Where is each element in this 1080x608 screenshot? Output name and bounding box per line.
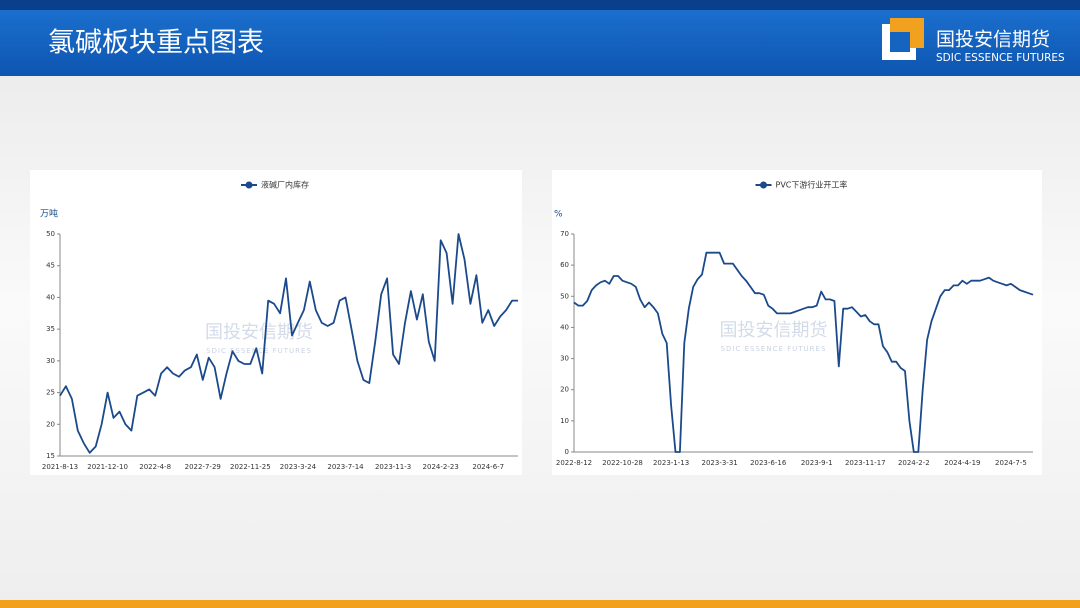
watermark-en: SDIC ESSENCE FUTURES	[721, 345, 827, 353]
legend-marker	[245, 181, 253, 189]
chart-panel	[552, 170, 1042, 475]
x-tick-label: 2024-7-5	[995, 459, 1027, 467]
legend-marker	[760, 181, 767, 189]
watermark-cn: 国投安信期货	[720, 320, 828, 341]
y-tick-label: 20	[560, 386, 569, 394]
header-strip	[0, 0, 1080, 10]
y-tick-label: 70	[560, 230, 569, 238]
y-tick-label: 10	[560, 417, 569, 425]
logo-en: SDIC ESSENCE FUTURES	[936, 52, 1065, 64]
y-tick-label: 25	[46, 389, 55, 397]
y-tick-label: 35	[46, 325, 55, 333]
x-tick-label: 2024-6-7	[472, 463, 504, 471]
x-tick-label: 2023-7-14	[327, 463, 364, 471]
x-tick-label: 2022-4-8	[139, 463, 171, 471]
y-tick-label: 60	[560, 261, 569, 269]
x-tick-label: 2023-6-16	[750, 459, 787, 467]
x-tick-label: 2023-11-3	[375, 463, 411, 471]
x-tick-label: 2021-12-10	[87, 463, 128, 471]
x-tick-label: 2022-10-28	[602, 459, 643, 467]
legend-label: 液碱厂内库存	[261, 180, 309, 190]
logo-inner	[890, 32, 910, 52]
x-tick-label: 2023-9-1	[801, 459, 833, 467]
watermark-cn: 国投安信期货	[205, 322, 313, 343]
x-tick-label: 2022-7-29	[185, 463, 221, 471]
y-tick-label: 30	[560, 355, 569, 363]
page-title: 氯碱板块重点图表	[48, 28, 264, 59]
y-tick-label: 50	[560, 292, 569, 300]
chart-panel	[30, 170, 522, 475]
y-tick-label: 45	[46, 262, 55, 270]
watermark-en: SDIC ESSENCE FUTURES	[206, 347, 312, 355]
y-tick-label: 40	[560, 323, 569, 331]
y-unit: %	[554, 210, 563, 220]
x-tick-label: 2023-3-24	[280, 463, 317, 471]
y-tick-label: 0	[565, 448, 569, 456]
y-unit: 万吨	[40, 208, 58, 220]
x-tick-label: 2023-11-17	[845, 459, 886, 467]
series-line	[59, 233, 518, 454]
y-tick-label: 30	[46, 357, 55, 365]
x-tick-label: 2023-3-31	[702, 459, 738, 467]
logo	[882, 18, 924, 60]
logo-cn: 国投安信期货	[936, 29, 1050, 51]
x-tick-label: 2022-11-25	[230, 463, 271, 471]
y-tick-label: 15	[46, 452, 55, 460]
x-tick-label: 2021-8-13	[42, 463, 78, 471]
x-tick-label: 2024-4-19	[944, 459, 980, 467]
x-tick-label: 2022-8-12	[556, 459, 592, 467]
y-tick-label: 40	[46, 293, 55, 301]
y-tick-label: 50	[46, 230, 55, 238]
legend-label: PVC下游行业开工率	[776, 180, 848, 190]
x-tick-label: 2023-1-13	[653, 459, 689, 467]
series-line	[573, 251, 1034, 453]
x-tick-label: 2024-2-2	[898, 459, 930, 467]
y-tick-label: 20	[46, 420, 55, 428]
footer-strip	[0, 600, 1080, 608]
x-tick-label: 2024-2-23	[423, 463, 459, 471]
